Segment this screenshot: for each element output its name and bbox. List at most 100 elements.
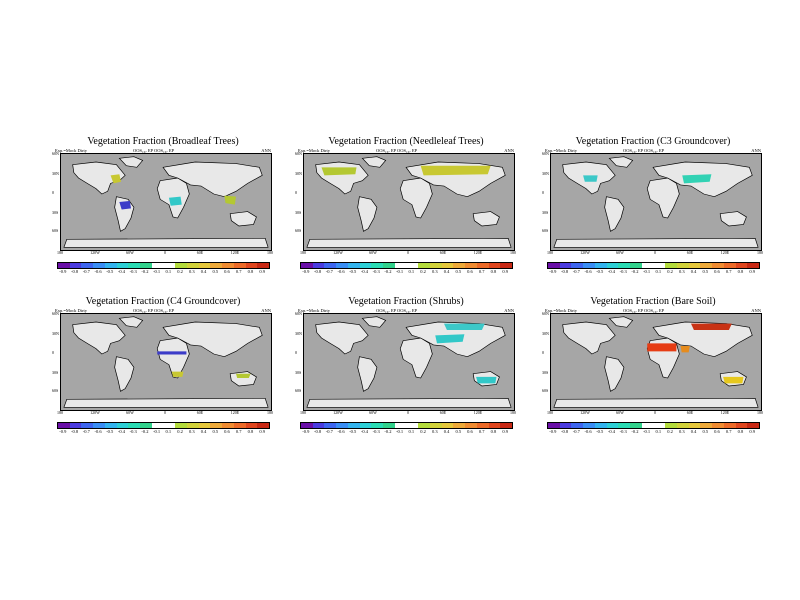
case-label: OOS₁₀₇ EP OOS₁₀₇ EP — [133, 308, 175, 313]
colorbar-label: -0.1 — [153, 269, 161, 274]
panel-title: Vegetation Fraction (Broadleaf Trees) — [87, 136, 239, 147]
lon-tick-label: 120W — [333, 250, 343, 255]
colorbar-label: -0.3 — [372, 429, 380, 434]
colorbar-swatch — [151, 423, 164, 428]
colorbar-label: -0.4 — [117, 429, 126, 434]
colorbar-swatch — [233, 423, 246, 428]
colorbar-swatch — [583, 423, 595, 428]
land-mass — [604, 196, 625, 232]
colorbar-swatch — [488, 423, 501, 428]
colorbar-swatch — [418, 263, 430, 268]
colorbar-swatch — [594, 423, 607, 428]
colorbar-label: -0.3 — [372, 269, 380, 274]
land-mass — [361, 316, 387, 328]
season-label: ANN — [504, 148, 514, 153]
colorbar-swatch — [210, 263, 223, 268]
data-patch — [119, 200, 131, 210]
colorbar-swatch — [301, 423, 313, 428]
colorbar-swatch — [163, 423, 176, 428]
colorbar-swatch — [747, 263, 759, 268]
land-mass — [562, 321, 616, 355]
colorbar-swatch — [606, 263, 619, 268]
colorbar-label: 0.8 — [737, 269, 744, 274]
colorbar-label: 0.2 — [667, 269, 673, 274]
colorbar-swatch — [371, 263, 384, 268]
colorbar-swatch — [222, 423, 234, 428]
colorbar-label: 0.7 — [725, 269, 732, 274]
lat-tick-label: 30N — [295, 171, 302, 176]
data-patch — [583, 175, 598, 182]
colorbar-label: -0.3 — [619, 429, 627, 434]
colorbar-label: 0.4 — [200, 429, 207, 434]
colorbar-swatch — [641, 423, 654, 428]
world-map — [303, 153, 515, 251]
colorbar-swatch — [233, 263, 246, 268]
map-panel: Vegetation Fraction (C3 Groundcover) Exp… — [542, 136, 763, 286]
colorbar-label: 0.5 — [455, 269, 462, 274]
lat-tick-label: 30S — [542, 370, 549, 375]
colorbar-label: 0.2 — [177, 269, 183, 274]
colorbar-swatch — [723, 263, 736, 268]
colorbar-swatch — [583, 263, 595, 268]
colorbar-label: -0.8 — [561, 269, 569, 274]
colorbar-label: 0.3 — [188, 429, 195, 434]
experiment-label: Exp.=Mock Dirty — [545, 308, 578, 313]
colorbar-swatch — [548, 423, 560, 428]
colorbar-label: 0.5 — [702, 269, 709, 274]
colorbar-label: -0.6 — [94, 269, 102, 274]
colorbar-swatch — [140, 423, 152, 428]
land-mass — [608, 316, 634, 328]
lon-tick-label: 180 — [757, 410, 763, 415]
colorbar-swatch — [747, 423, 759, 428]
experiment-label: Exp.=Mock Dirty — [55, 148, 88, 153]
data-patch — [476, 376, 497, 384]
colorbar-swatch — [175, 263, 187, 268]
lon-tick-label: 120W — [90, 410, 100, 415]
lon-tick-label: 60E — [439, 410, 447, 415]
colorbar-label: 0.2 — [667, 429, 673, 434]
colorbar-swatch — [630, 263, 642, 268]
lon-tick-label: 180 — [57, 410, 63, 415]
land-mass — [357, 356, 378, 392]
colorbar-swatch — [81, 423, 94, 428]
colorbar-swatch — [69, 263, 82, 268]
lat-tick-label: 60N — [542, 311, 549, 316]
data-patch — [723, 376, 744, 384]
panel-title: Vegetation Fraction (Shrubs) — [348, 296, 464, 307]
colorbar-swatch — [93, 263, 105, 268]
map-svg — [553, 316, 759, 408]
data-patch — [647, 343, 677, 352]
lat-tick-label: 60S — [295, 388, 302, 393]
map-panel: Vegetation Fraction (Needleleaf Trees) E… — [295, 136, 516, 286]
world-map — [550, 313, 762, 411]
colorbar-label: -0.4 — [117, 269, 126, 274]
colorbar-label: -0.7 — [325, 269, 333, 274]
colorbar-label: 0.8 — [247, 429, 254, 434]
colorbar-label: -0.9 — [549, 269, 557, 274]
colorbar-label: 0.3 — [431, 429, 438, 434]
data-patch — [171, 371, 184, 377]
colorbar-label: -0.8 — [314, 269, 322, 274]
season-label: ANN — [751, 308, 761, 313]
colorbar-label: 0.5 — [455, 429, 462, 434]
colorbar-swatch — [559, 423, 572, 428]
land-mass — [162, 321, 263, 358]
colorbar-swatch — [548, 263, 560, 268]
land-mass — [399, 337, 433, 379]
world-map — [60, 153, 272, 251]
colorbar-swatch — [500, 423, 512, 428]
land-mass — [306, 397, 512, 408]
lon-tick-label: 120E — [720, 410, 730, 415]
season-label: ANN — [261, 308, 271, 313]
map-panel: Vegetation Fraction (Broadleaf Trees) Ex… — [52, 136, 273, 286]
colorbar-label: 0.4 — [443, 429, 450, 434]
colorbar-swatch — [723, 423, 736, 428]
lat-tick-label: 60S — [295, 228, 302, 233]
data-patch — [110, 174, 122, 184]
lon-tick-label: 180 — [57, 250, 63, 255]
lon-tick-label: 0 — [407, 250, 409, 255]
colorbar-label: -0.9 — [59, 269, 67, 274]
colorbar — [300, 262, 513, 269]
colorbar-swatch — [336, 423, 348, 428]
lon-tick-label: 0 — [407, 410, 409, 415]
